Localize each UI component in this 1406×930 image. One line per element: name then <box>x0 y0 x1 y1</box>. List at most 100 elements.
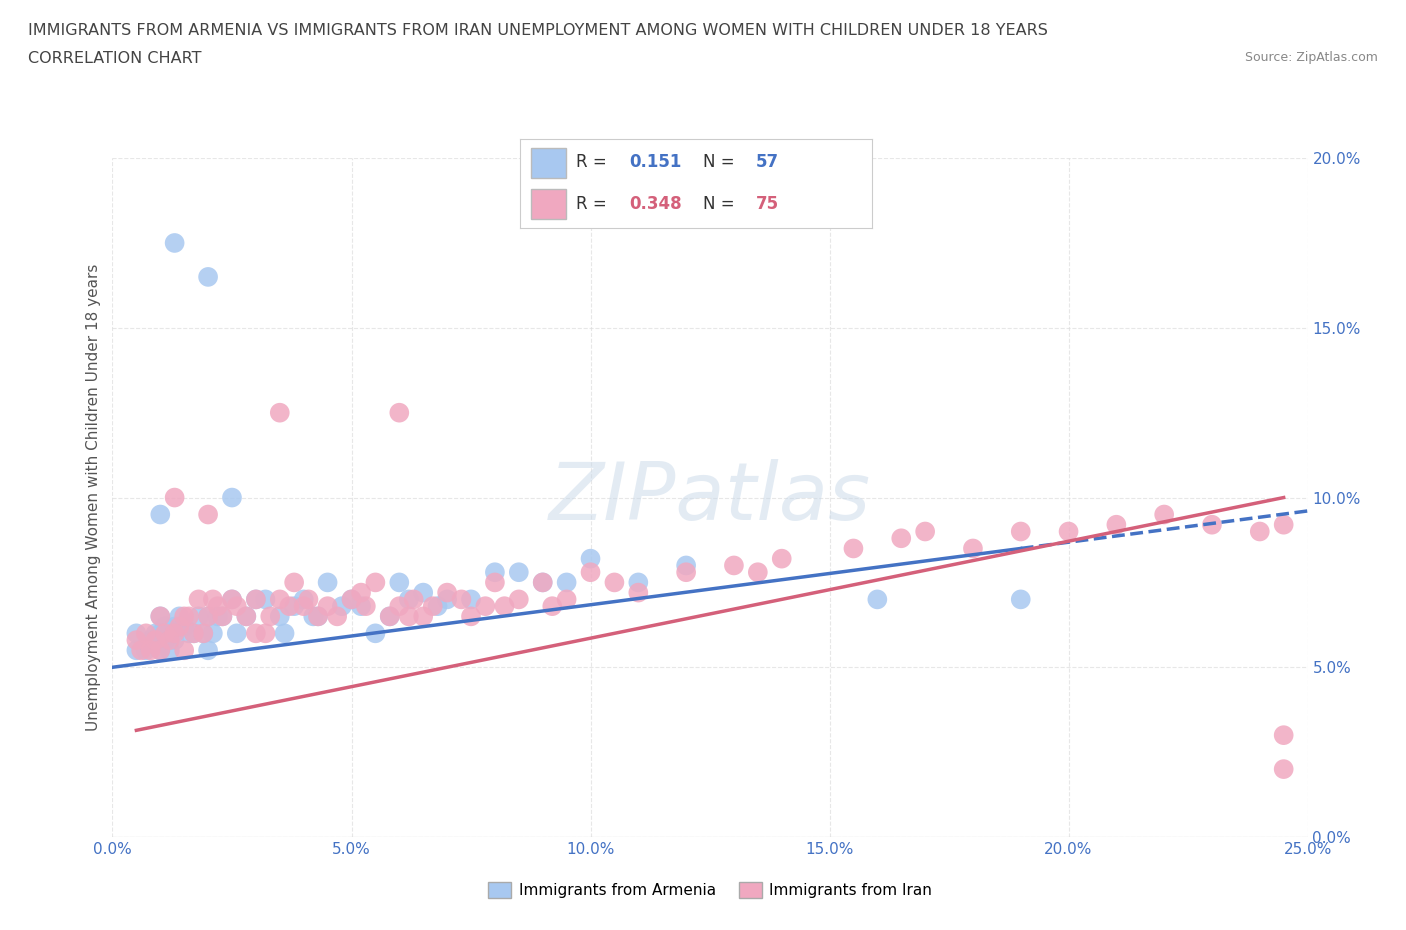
Point <box>163 626 186 641</box>
Point <box>484 565 506 579</box>
Point <box>1272 727 1295 742</box>
Point <box>1105 517 1128 532</box>
Point <box>221 592 243 607</box>
Bar <box>531 149 565 179</box>
Point <box>388 599 411 614</box>
Point <box>197 507 219 522</box>
Point <box>1272 517 1295 532</box>
Point <box>603 575 626 590</box>
Point <box>235 609 257 624</box>
Point <box>579 551 602 566</box>
Point <box>125 632 148 647</box>
Text: 57: 57 <box>756 153 779 171</box>
Point <box>273 626 295 641</box>
Point <box>962 541 984 556</box>
Point <box>508 592 530 607</box>
Point <box>221 490 243 505</box>
Point <box>183 626 205 641</box>
Point <box>307 609 329 624</box>
Point <box>302 609 325 624</box>
Point <box>531 575 554 590</box>
Point <box>340 592 363 607</box>
Point <box>914 525 936 539</box>
Point <box>579 565 602 579</box>
Point <box>675 558 697 573</box>
Point <box>1249 525 1271 539</box>
Point <box>1010 592 1032 607</box>
Point <box>254 592 277 607</box>
Point <box>159 626 181 641</box>
Point <box>211 609 233 624</box>
Point <box>1057 525 1080 539</box>
Point <box>207 609 229 624</box>
Point <box>207 599 229 614</box>
Point <box>422 599 444 614</box>
Point <box>484 575 506 590</box>
Point <box>187 592 209 607</box>
Point <box>153 626 176 641</box>
Point <box>508 565 530 579</box>
Text: R =: R = <box>576 195 613 213</box>
Point <box>316 599 339 614</box>
Point <box>159 643 181 658</box>
Bar <box>531 189 565 219</box>
Point <box>254 626 277 641</box>
Point <box>259 609 281 624</box>
Point <box>129 643 152 658</box>
Point <box>163 619 186 634</box>
Point <box>402 592 425 607</box>
Point <box>225 626 247 641</box>
Text: ZIPatlas: ZIPatlas <box>548 458 872 537</box>
Point <box>269 592 291 607</box>
Point <box>398 592 420 607</box>
Point <box>494 599 516 614</box>
Point <box>197 270 219 285</box>
Point <box>842 541 865 556</box>
Point <box>187 609 209 624</box>
Point <box>326 609 349 624</box>
Point <box>193 626 215 641</box>
Point <box>316 575 339 590</box>
Point <box>292 599 315 614</box>
Point <box>890 531 912 546</box>
Point <box>378 609 401 624</box>
Text: N =: N = <box>703 153 740 171</box>
Point <box>125 643 148 658</box>
Point <box>235 609 257 624</box>
Point <box>193 626 215 641</box>
Text: CORRELATION CHART: CORRELATION CHART <box>28 51 201 66</box>
Point <box>436 585 458 600</box>
Point <box>627 585 650 600</box>
Point <box>221 592 243 607</box>
Point <box>412 585 434 600</box>
Point <box>1272 762 1295 777</box>
Point <box>450 592 472 607</box>
Point <box>183 626 205 641</box>
Point <box>159 632 181 647</box>
Point <box>153 632 176 647</box>
Point <box>153 619 176 634</box>
Text: IMMIGRANTS FROM ARMENIA VS IMMIGRANTS FROM IRAN UNEMPLOYMENT AMONG WOMEN WITH CH: IMMIGRANTS FROM ARMENIA VS IMMIGRANTS FR… <box>28 23 1047 38</box>
Point <box>177 626 200 641</box>
Point <box>149 626 172 641</box>
Point <box>245 592 267 607</box>
Point <box>350 585 373 600</box>
Point <box>197 643 219 658</box>
Point <box>388 405 411 420</box>
Point <box>1201 517 1223 532</box>
Point <box>350 599 373 614</box>
Point <box>460 592 482 607</box>
Point <box>269 609 291 624</box>
Point <box>364 626 387 641</box>
Point <box>177 609 200 624</box>
Point <box>364 575 387 590</box>
Point <box>330 599 353 614</box>
Point <box>555 592 578 607</box>
Point <box>173 609 195 624</box>
Legend: Immigrants from Armenia, Immigrants from Iran: Immigrants from Armenia, Immigrants from… <box>482 876 938 904</box>
Point <box>149 507 172 522</box>
Point <box>169 609 191 624</box>
Point <box>1153 507 1175 522</box>
Point <box>135 643 157 658</box>
Point <box>163 632 186 647</box>
